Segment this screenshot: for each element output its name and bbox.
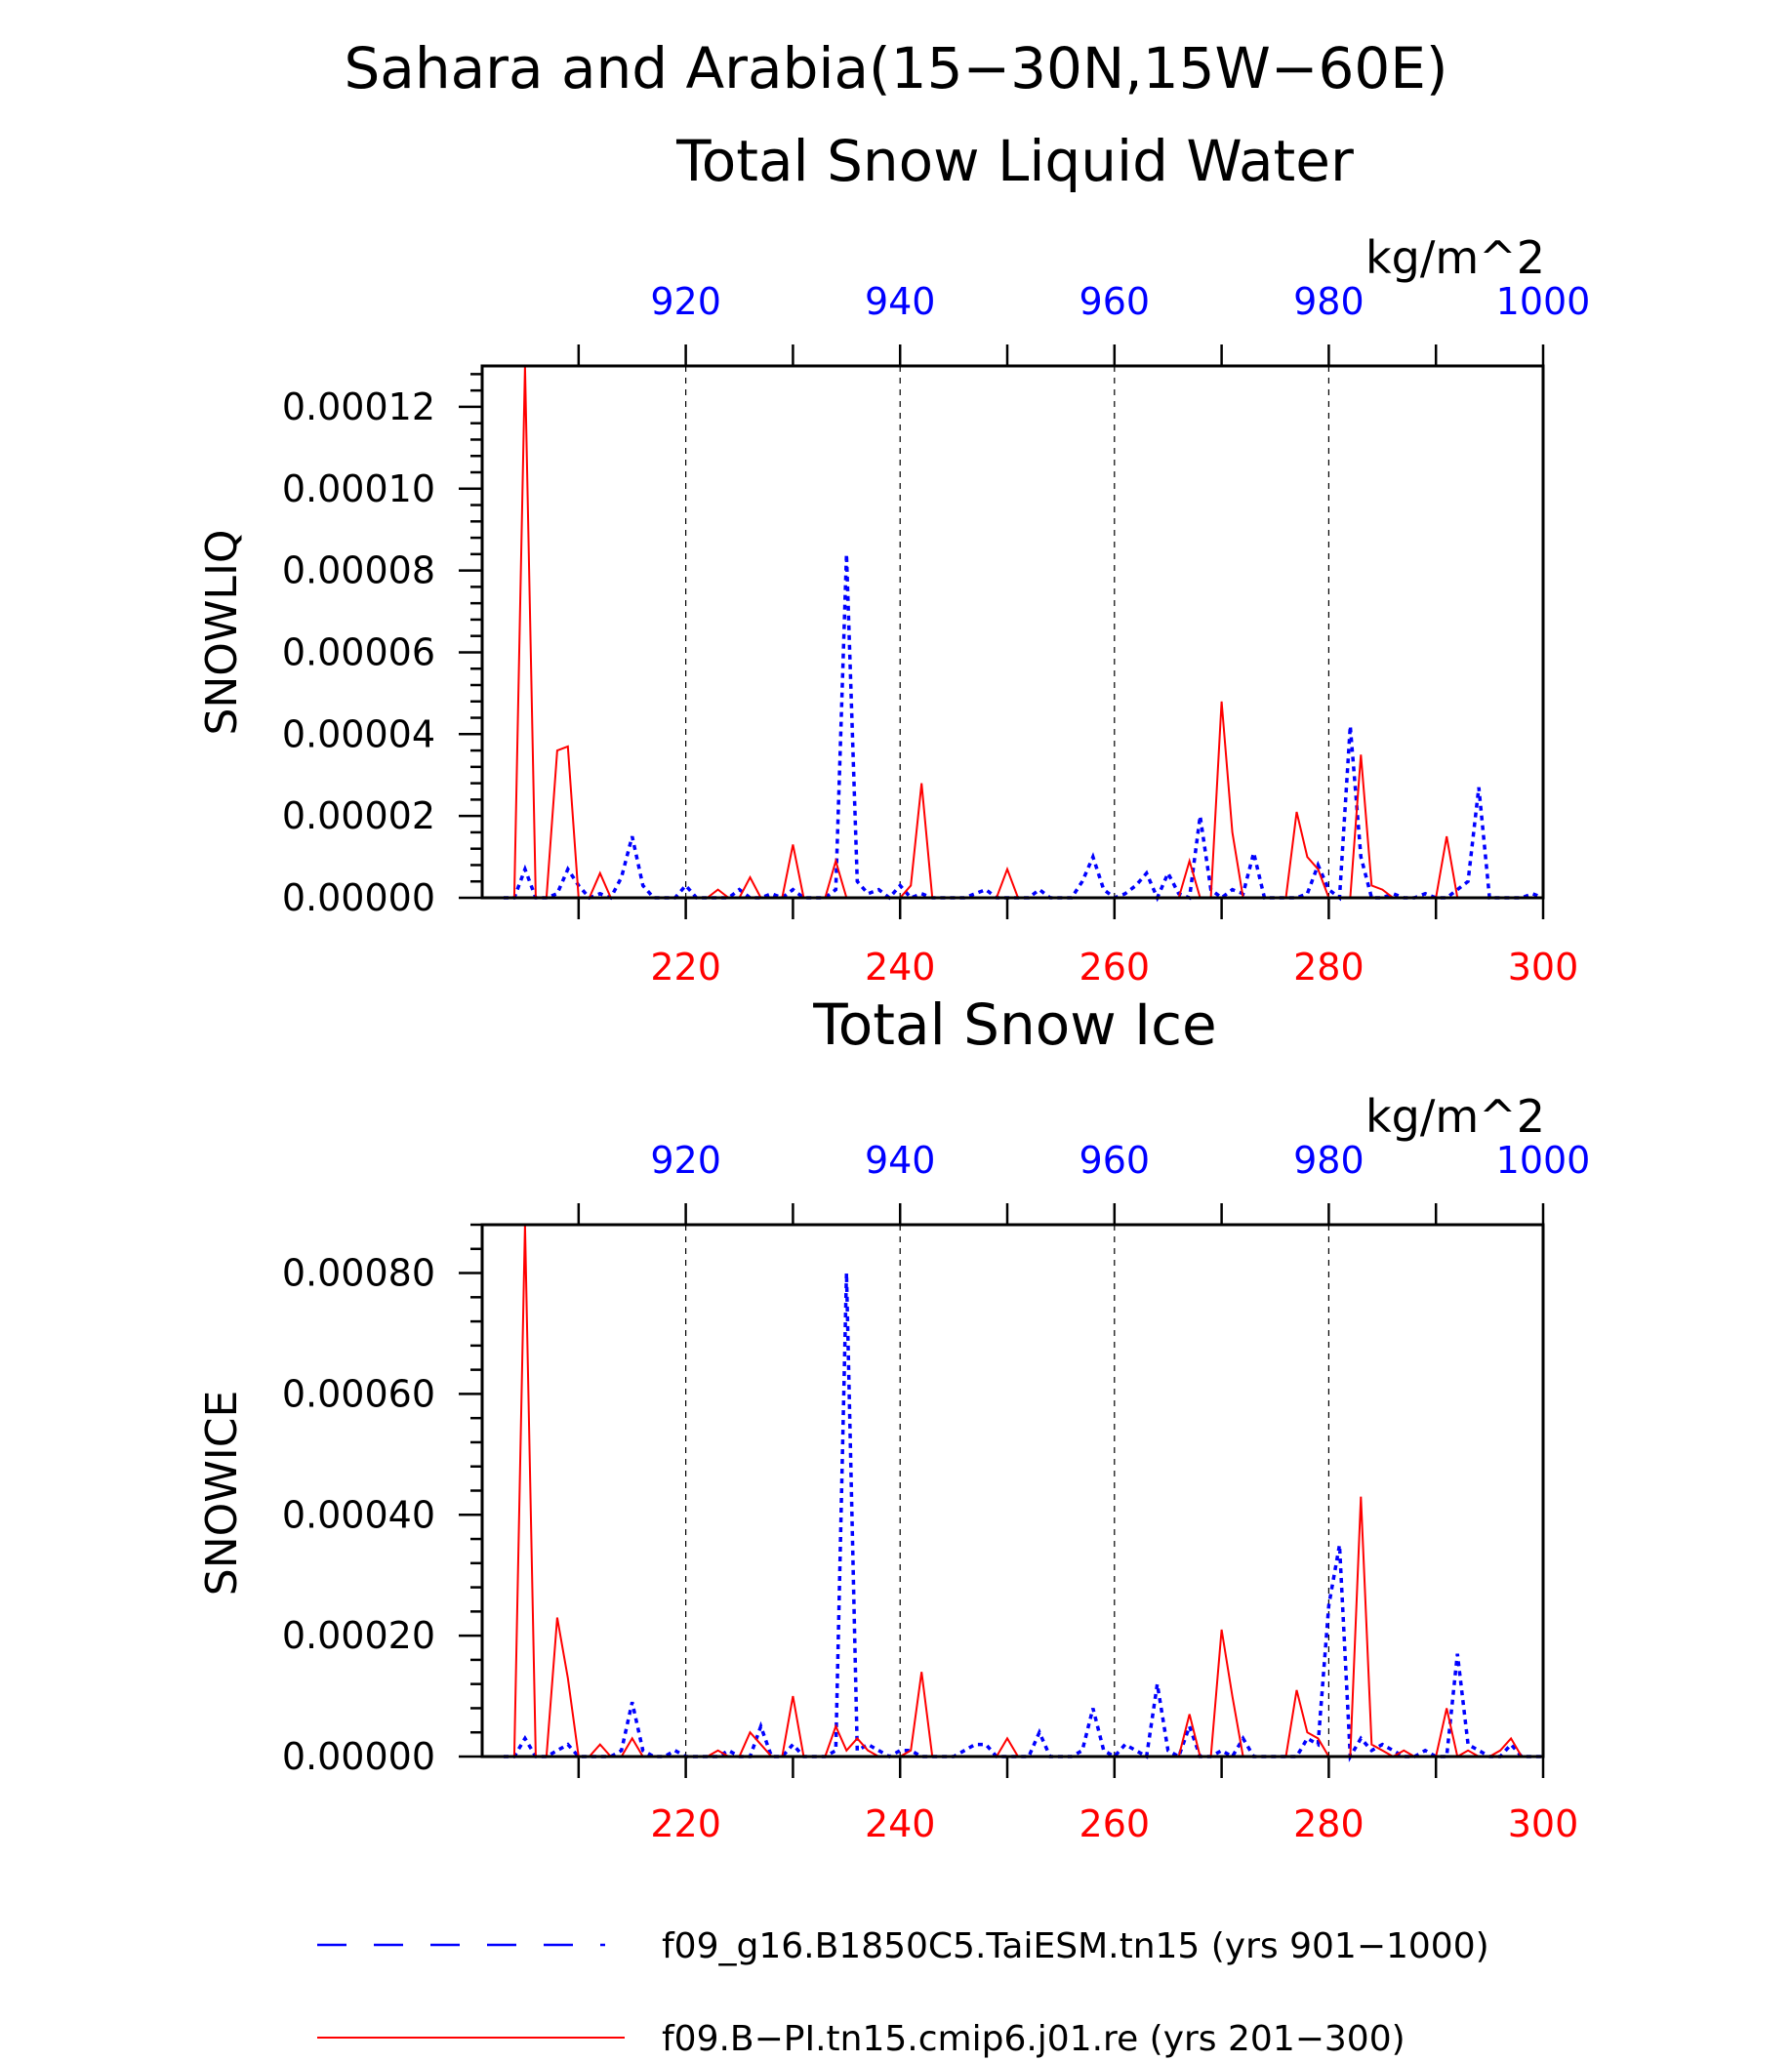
x-top-tick-label: 980 — [1293, 1139, 1364, 1182]
x-bottom-tick-label: 300 — [1508, 1802, 1579, 1845]
x-bottom-tick-label: 240 — [865, 946, 936, 989]
x-top-tick-label: 960 — [1079, 280, 1151, 323]
y-tick-labels: 0.00000 0.00020 0.00040 0.00060 0.00080 — [282, 1252, 435, 1778]
x-bottom-tick-labels: 220 240 260 280 300 — [650, 1802, 1578, 1845]
axis-ticks — [459, 344, 1545, 919]
x-bottom-tick-label: 300 — [1508, 946, 1579, 989]
legend-item-taiesm: f09_g16.B1850C5.TaiESM.tn15 (yrs 901−100… — [317, 1926, 1489, 1966]
grid-lines — [685, 1225, 1330, 1757]
y-tick-label: 0.00020 — [282, 1614, 435, 1657]
series-line-taiesm — [504, 1273, 1543, 1762]
series-layer — [504, 365, 1544, 903]
x-top-tick-labels: 920 940 960 980 1000 — [650, 1139, 1590, 1182]
y-tick-label: 0.00004 — [282, 712, 435, 755]
x-bottom-tick-label: 260 — [1079, 946, 1151, 989]
series-line-cmip6 — [512, 1224, 1523, 1759]
plot-frame — [480, 364, 1545, 900]
plot-frame — [480, 1223, 1545, 1759]
legend: f09_g16.B1850C5.TaiESM.tn15 (yrs 901−100… — [317, 1926, 1489, 2059]
x-top-tick-label: 920 — [650, 280, 721, 323]
y-axis-label: SNOWICE — [197, 1391, 247, 1596]
x-bottom-tick-label: 240 — [865, 1802, 936, 1845]
y-axis-label: SNOWLIQ — [197, 529, 247, 735]
x-top-tick-label: 1000 — [1496, 280, 1591, 323]
legend-label: f09.B−PI.tn15.cmip6.j01.re (yrs 201−300) — [662, 2019, 1405, 2059]
units-label: kg/m^2 — [1365, 231, 1545, 284]
figure-title: Sahara and Arabia(15−30N,15W−60E) — [344, 35, 1447, 101]
y-tick-labels: 0.00000 0.00002 0.00004 0.00006 0.00008 0.000… — [282, 385, 435, 919]
y-tick-label: 0.00012 — [282, 385, 435, 428]
panel-title: Total Snow Ice — [812, 991, 1217, 1058]
x-top-tick-label: 920 — [650, 1139, 721, 1182]
x-top-tick-label: 940 — [865, 1139, 936, 1182]
units-label: kg/m^2 — [1365, 1090, 1545, 1143]
panel-title: Total Snow Liquid Water — [675, 128, 1354, 194]
series-layer — [504, 1224, 1543, 1762]
x-bottom-tick-label: 280 — [1293, 946, 1364, 989]
panel-snowliq: Total Snow Liquid Water kg/m^2 SNOWLIQ 0… — [197, 128, 1590, 989]
y-tick-label: 0.00000 — [282, 876, 435, 919]
panel-snowice: Total Snow Ice kg/m^2 SNOWICE 0.000000.0… — [197, 991, 1590, 1845]
legend-label: f09_g16.B1850C5.TaiESM.tn15 (yrs 901−100… — [662, 1926, 1489, 1966]
x-bottom-tick-label: 280 — [1293, 1802, 1364, 1845]
x-top-tick-label: 980 — [1293, 280, 1364, 323]
x-top-tick-label: 960 — [1079, 1139, 1151, 1182]
x-top-tick-label: 1000 — [1496, 1139, 1591, 1182]
y-tick-label: 0.00010 — [282, 467, 435, 510]
y-tick-label: 0.00002 — [282, 794, 435, 837]
series-line-cmip6 — [512, 365, 1522, 899]
x-top-tick-labels: 920 940 960 980 1000 — [650, 280, 1590, 323]
x-bottom-tick-labels: 220 240 260 280 300 — [650, 946, 1578, 989]
x-top-tick-label: 940 — [865, 280, 936, 323]
axis-ticks — [459, 1203, 1545, 1778]
y-tick-label: 0.00008 — [282, 549, 435, 592]
x-bottom-tick-label: 220 — [650, 946, 721, 989]
x-bottom-tick-label: 260 — [1079, 1802, 1151, 1845]
y-tick-label: 0.00006 — [282, 630, 435, 673]
y-tick-label: 0.00040 — [282, 1493, 435, 1536]
y-tick-label: 0.00060 — [282, 1372, 435, 1415]
grid-lines — [685, 366, 1330, 898]
y-tick-label: 0.00000 — [282, 1735, 435, 1778]
x-bottom-tick-label: 220 — [650, 1802, 721, 1845]
series-line-taiesm — [504, 553, 1544, 903]
y-tick-label: 0.00080 — [282, 1252, 435, 1295]
legend-item-cmip6: f09.B−PI.tn15.cmip6.j01.re (yrs 201−300) — [317, 2019, 1405, 2059]
